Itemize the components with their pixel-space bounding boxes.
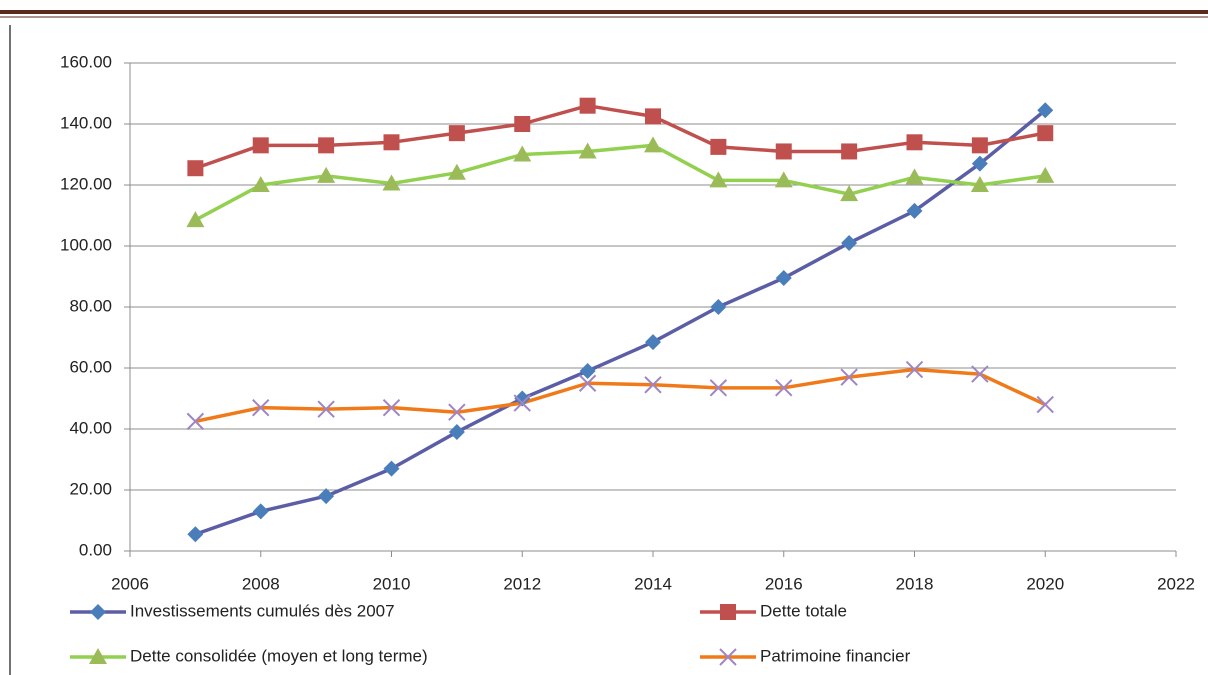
point <box>710 138 727 155</box>
point <box>906 134 923 151</box>
point <box>448 424 465 441</box>
point <box>252 398 270 417</box>
point <box>187 526 204 543</box>
legend-label: Patrimoine financier <box>760 646 911 665</box>
point <box>187 160 204 177</box>
point <box>840 368 858 386</box>
point <box>382 174 401 191</box>
legend-marker <box>90 604 106 620</box>
point <box>644 136 662 153</box>
point <box>1036 395 1054 414</box>
point <box>448 125 465 142</box>
y-tick-label: 20.00 <box>69 479 112 498</box>
point <box>513 145 532 162</box>
series-line <box>195 367 1046 424</box>
legend-marker <box>720 604 736 620</box>
point <box>252 503 269 520</box>
point <box>906 202 923 219</box>
x-tick-label: 2020 <box>1026 574 1064 593</box>
point <box>448 403 466 421</box>
point <box>447 163 466 180</box>
point <box>514 390 531 407</box>
point <box>645 334 661 351</box>
point <box>578 142 597 159</box>
point <box>709 171 728 188</box>
y-tick-label: 160.00 <box>60 52 112 71</box>
x-tick-label: 2014 <box>634 574 672 593</box>
legend-label: Dette consolidée (moyen et long terme) <box>130 646 428 665</box>
point <box>1036 166 1055 183</box>
point <box>905 360 924 379</box>
point <box>970 176 989 192</box>
point <box>317 400 335 418</box>
point <box>709 379 728 397</box>
point <box>841 234 858 251</box>
y-tick-label: 40.00 <box>69 418 112 437</box>
point <box>578 374 597 392</box>
y-tick-label: 100.00 <box>60 235 112 254</box>
point <box>1037 102 1054 119</box>
point <box>841 143 858 160</box>
point <box>774 171 793 188</box>
point <box>318 137 335 154</box>
y-tick-label: 140.00 <box>60 113 112 132</box>
x-tick-label: 2016 <box>765 574 803 593</box>
point <box>251 176 270 192</box>
point <box>971 155 988 172</box>
point <box>383 134 400 151</box>
legend-label: Investissements cumulés dès 2007 <box>130 601 395 620</box>
series-line <box>194 103 1046 170</box>
y-tick-label: 80.00 <box>69 296 112 315</box>
point <box>383 460 400 477</box>
series-line <box>194 143 1046 222</box>
point <box>971 365 989 383</box>
point <box>1037 125 1054 142</box>
point <box>513 394 531 412</box>
point <box>252 137 269 154</box>
x-tick-label: 2010 <box>373 574 411 593</box>
point <box>579 97 596 114</box>
y-tick-label: 120.00 <box>60 174 112 193</box>
y-tick-label: 60.00 <box>69 357 112 376</box>
point <box>317 166 336 183</box>
point <box>840 185 859 202</box>
legend-label: Dette totale <box>760 601 847 620</box>
series-line <box>194 108 1047 536</box>
x-tick-label: 2012 <box>503 574 541 593</box>
point <box>186 211 205 228</box>
x-tick-label: 2022 <box>1157 574 1195 593</box>
point <box>775 143 792 160</box>
x-tick-label: 2008 <box>242 574 280 593</box>
point <box>318 488 335 505</box>
point <box>644 376 662 394</box>
point <box>710 299 727 315</box>
point <box>382 398 401 417</box>
point <box>645 108 661 125</box>
point <box>905 168 924 185</box>
point <box>775 379 793 397</box>
point <box>775 270 792 287</box>
y-tick-label: 0.00 <box>79 540 112 559</box>
legend-marker <box>719 648 737 666</box>
x-tick-label: 2018 <box>896 574 934 593</box>
x-tick-label: 2006 <box>111 574 149 593</box>
point <box>186 412 205 431</box>
point <box>971 137 988 154</box>
point <box>514 116 531 132</box>
point <box>579 363 596 380</box>
legend-marker <box>89 648 107 664</box>
